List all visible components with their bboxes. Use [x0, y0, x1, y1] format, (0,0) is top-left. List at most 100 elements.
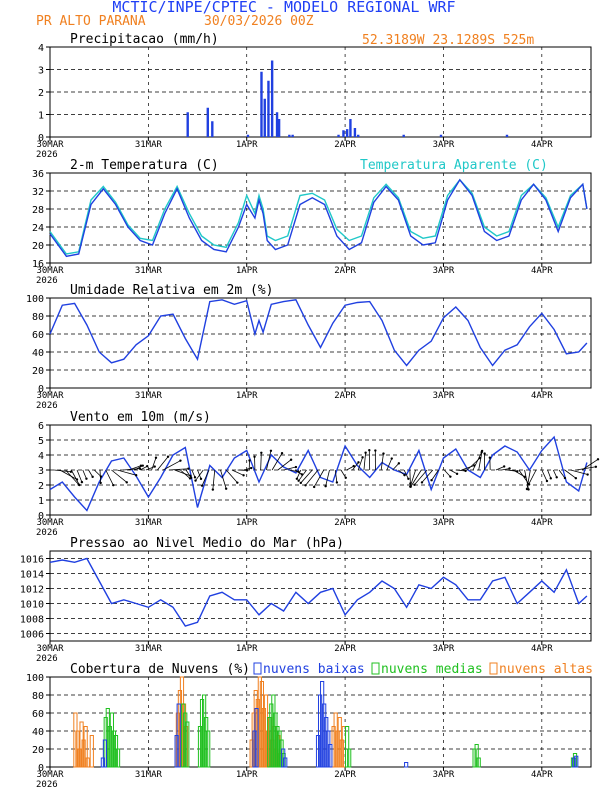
wind-arrow — [409, 469, 416, 487]
wind-arrow — [231, 469, 244, 476]
wind-arrow — [151, 457, 157, 471]
wind-arrow-head — [260, 451, 263, 454]
wind-arrow-head — [166, 455, 170, 458]
wind-arrow — [526, 469, 531, 490]
wind-arrow — [197, 469, 202, 479]
header-coordinates: 52.3189W 23.1289S 525m — [362, 33, 534, 48]
wind-arrow-head — [449, 475, 452, 478]
wind-arrow-head — [397, 462, 401, 465]
wind-arrow — [352, 462, 359, 471]
wind-arrow-head — [146, 465, 149, 468]
x-tick-label: 2APR — [334, 391, 356, 401]
precip-bar — [357, 134, 360, 137]
wind-arrow-head — [193, 476, 197, 479]
x-year-label: 2026 — [36, 150, 58, 160]
wind-arrow-head — [154, 456, 158, 459]
wind-arrow-head — [224, 487, 228, 490]
wind-arrow — [334, 469, 338, 483]
precip-bar — [211, 121, 214, 137]
panel-frame — [49, 46, 592, 138]
wind-arrow — [191, 469, 196, 478]
wind-arrow-head — [199, 477, 203, 481]
wind-arrow-head — [407, 477, 410, 480]
legend-label: Temperatura Aparente (C) — [360, 158, 548, 173]
wind-arrow — [357, 457, 363, 471]
panel-3: 0 1 2 3 4 5 6 30MAR 31MAR 1APR 2APR 3APR 4APR 2026 Ven… — [36, 410, 600, 538]
legend-label: nuvens altas — [499, 662, 593, 677]
x-tick-label: 31MAR — [135, 391, 163, 401]
panel-1: 16 20 24 28 32 36 30MAR 31MAR 1APR 2APR 3APR 4APR 20… — [32, 158, 592, 286]
series-line — [49, 178, 588, 255]
wind-arrow-head — [382, 452, 385, 455]
wind-arrow — [380, 453, 384, 471]
cloud-bar — [89, 735, 94, 768]
wind-arrow-head — [555, 476, 558, 479]
x-tick-label: 1APR — [236, 770, 258, 780]
x-year-label: 2026 — [36, 654, 58, 664]
wind-arrow — [296, 469, 302, 479]
panel-title: Umidade Relativa em 2m (%) — [70, 283, 274, 298]
cloud-bar — [254, 708, 259, 768]
wind-arrow — [552, 469, 558, 478]
y-tick-label: 80 — [32, 312, 44, 323]
x-tick-label: 3APR — [433, 266, 455, 276]
wind-arrow-head — [269, 449, 273, 453]
x-tick-label: 4APR — [531, 644, 553, 654]
wind-arrow-head — [352, 464, 355, 468]
x-tick-label: 4APR — [531, 770, 553, 780]
wind-arrow-head — [248, 459, 251, 462]
series-line — [49, 435, 588, 512]
x-tick-label: 30MAR — [36, 518, 64, 528]
y-tick-label: 0 — [38, 133, 44, 144]
y-tick-label: 20 — [32, 745, 44, 756]
wind-arrow — [174, 469, 191, 477]
wind-arrow — [300, 469, 313, 484]
wind-arrow-head — [153, 465, 156, 468]
precip-bar — [349, 119, 352, 137]
series-line — [49, 299, 588, 367]
wind-arrow-head — [420, 481, 424, 484]
wind-arrow-head — [409, 485, 412, 488]
wind-arrow-head — [179, 459, 182, 462]
wind-arrow-head — [242, 474, 245, 477]
wind-arrow — [409, 469, 411, 484]
wind-arrow-head — [250, 466, 253, 470]
y-tick-label: 5 — [38, 436, 44, 447]
x-tick-label: 4APR — [531, 518, 553, 528]
wind-arrow-head — [483, 452, 486, 455]
wind-arrow-head — [335, 481, 339, 484]
wind-arrow — [455, 469, 466, 472]
legend-label: nuvens baixas — [263, 662, 365, 677]
wind-arrow-head — [295, 477, 299, 480]
y-tick-label: 16 — [32, 259, 44, 270]
wind-arrow — [271, 452, 283, 471]
legend-swatch — [371, 662, 380, 675]
wind-arrow-head — [586, 473, 589, 476]
wind-arrow — [581, 458, 599, 471]
x-tick-label: 2APR — [334, 644, 356, 654]
panel-title: Pressao ao Nivel Medio do Mar (hPa) — [70, 536, 344, 551]
y-tick-label: 40 — [32, 348, 44, 359]
x-tick-label: 31MAR — [135, 266, 163, 276]
y-tick-label: 2 — [38, 88, 44, 99]
header-title: MCTIC/INPE/CPTEC - MODELO REGIONAL WRF — [112, 0, 455, 16]
wind-arrow — [243, 467, 252, 471]
wind-arrow-head — [312, 485, 316, 489]
wind-arrow-head — [455, 472, 459, 476]
precip-bar — [342, 130, 345, 137]
panel-0: 0 1 2 3 4 30MAR 31MAR 1APR 2APR 3APR 4APR 2026 Preci… — [36, 32, 592, 160]
y-tick-label: 3 — [38, 466, 44, 477]
wind-arrow — [168, 468, 189, 471]
legend-swatch — [489, 662, 498, 675]
wind-arrow-head — [545, 479, 549, 483]
wind-arrow-head — [525, 487, 529, 491]
cloud-bar — [283, 757, 288, 768]
wind-arrow — [403, 469, 409, 479]
wind-arrow-head — [294, 465, 298, 469]
wind-arrow — [283, 466, 297, 471]
wind-arrow — [541, 469, 548, 482]
wind-arrow — [76, 469, 83, 483]
panel-title: Vento em 10m (m/s) — [70, 410, 211, 425]
